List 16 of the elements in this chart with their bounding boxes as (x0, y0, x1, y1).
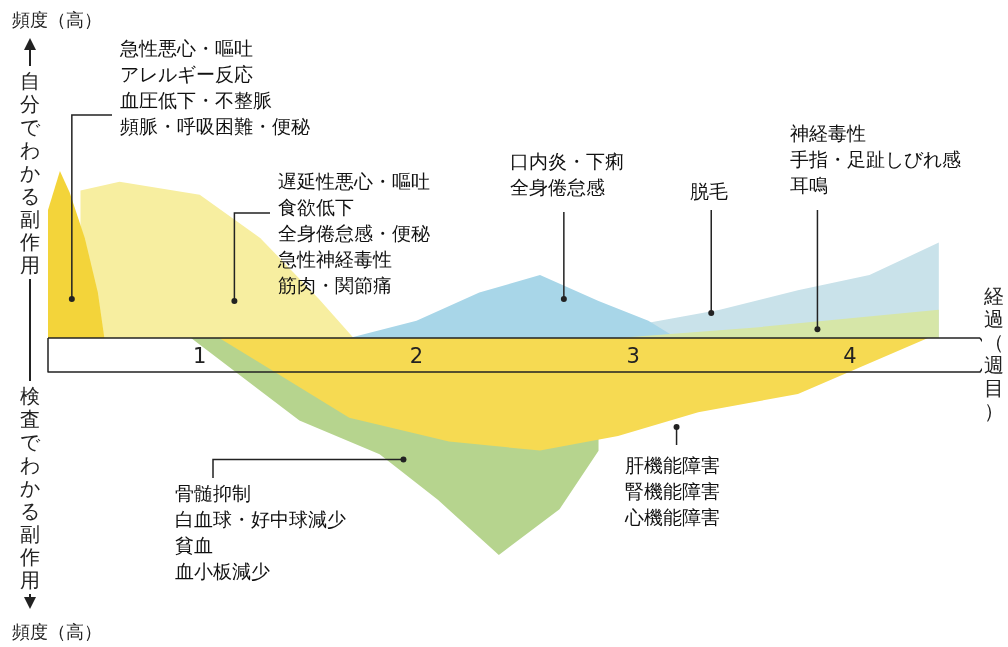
x-tick-label: 2 (409, 344, 424, 368)
y-axis-title: 自分でわかる副作用 (20, 69, 40, 277)
annotation: 口内炎・下痢全身倦怠感 (510, 150, 624, 198)
annotation: 脱毛 (690, 180, 728, 202)
x-tick-label: 4 (843, 344, 857, 368)
annotation: 遅延性悪心・嘔吐食欲低下全身倦怠感・便秘急性神経毒性筋肉・関節痛 (277, 170, 430, 296)
annotation: 骨髄抑制白血球・好中球減少貧血血小板減少 (175, 482, 346, 582)
annotation: 急性悪心・嘔吐アレルギー反応血圧低下・不整脈頻脈・呼吸困難・便秘 (119, 37, 310, 137)
annotation: 神経毒性手指・足趾しびれ感耳鳴 (790, 122, 961, 196)
text: 頻度（高） (12, 621, 102, 642)
x-tick-label: 1 (193, 344, 207, 368)
annotation: 肝機能障害腎機能障害心機能障害 (624, 454, 720, 528)
text: 頻度（高） (12, 9, 102, 30)
x-tick-label: 3 (626, 344, 640, 368)
x-axis-title: 経過（週目） (984, 284, 1004, 423)
annotation: 検査でわかる副作用 (20, 384, 40, 592)
